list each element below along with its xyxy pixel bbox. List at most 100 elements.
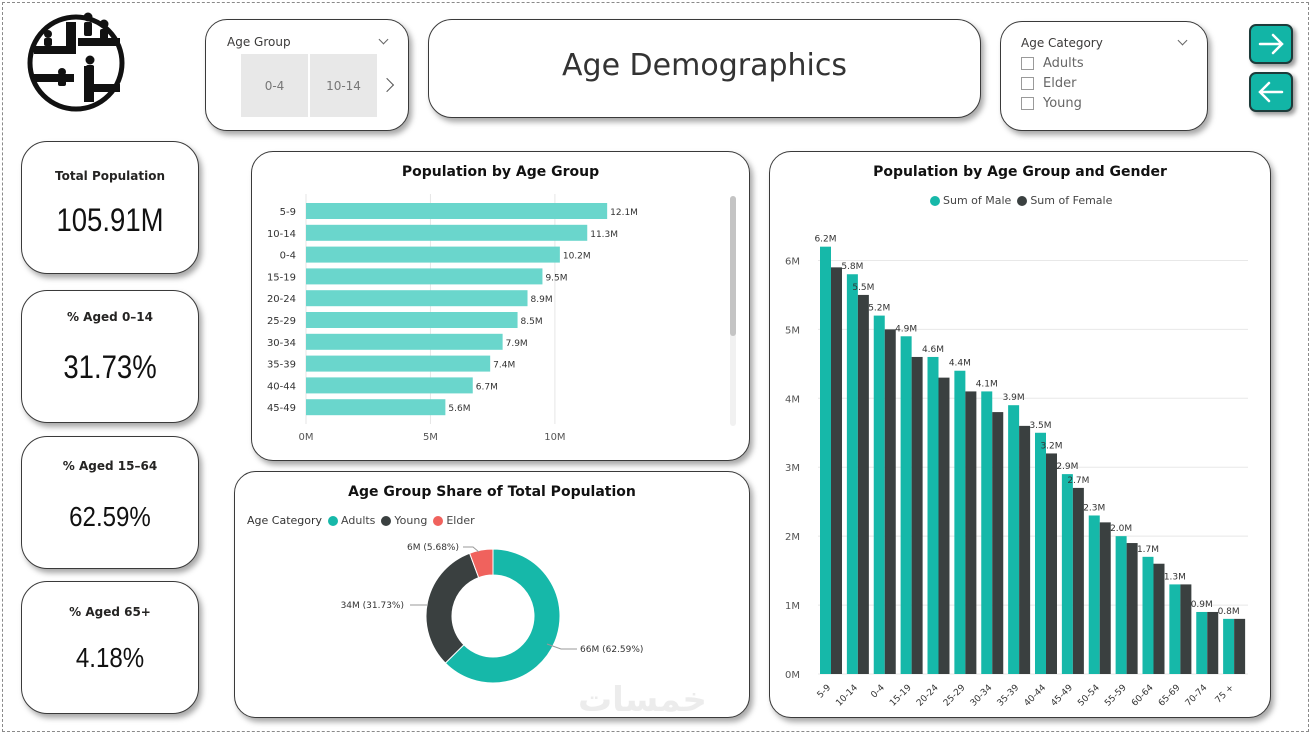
data-label: 4.6M — [922, 345, 944, 355]
bar[interactable] — [306, 333, 503, 350]
data-label: 5.8M — [841, 262, 863, 272]
donut-slice[interactable] — [444, 548, 561, 684]
checkbox-elder[interactable]: Elder — [1021, 76, 1076, 91]
bar[interactable] — [1207, 611, 1219, 674]
arrow-right-icon — [1258, 33, 1284, 55]
bar[interactable] — [306, 399, 446, 416]
bar[interactable] — [306, 377, 473, 394]
bar[interactable] — [873, 315, 885, 674]
bar[interactable] — [831, 267, 842, 674]
people-network-icon — [27, 12, 125, 112]
bar[interactable] — [1046, 453, 1057, 674]
bar[interactable] — [846, 274, 858, 674]
chevron-right-icon[interactable] — [379, 77, 395, 93]
kpi-label: Total Population — [55, 169, 165, 183]
data-label: 1.7M — [1137, 545, 1159, 555]
bar[interactable] — [1234, 618, 1246, 674]
gender-legend: Sum of Male Sum of Female — [930, 194, 1112, 207]
bar[interactable] — [1169, 584, 1181, 674]
x-tick-label: 20-24 — [915, 683, 941, 709]
bar[interactable] — [1115, 536, 1127, 674]
bar[interactable] — [1142, 556, 1154, 674]
age-group-share-chart: Age Group Share of Total Population Age … — [234, 471, 750, 718]
data-label: 7.9M — [506, 339, 528, 349]
checkbox-box[interactable] — [1021, 97, 1034, 110]
data-label: 66M (62.59%) — [580, 645, 643, 655]
y-tick-label: 20-24 — [267, 294, 296, 305]
leader-line — [546, 643, 577, 650]
bar[interactable] — [884, 329, 896, 674]
next-page-button[interactable] — [1249, 24, 1293, 64]
bar[interactable] — [306, 268, 543, 285]
bar[interactable] — [1019, 425, 1031, 674]
bar[interactable] — [900, 336, 912, 674]
back-page-button[interactable] — [1249, 72, 1293, 112]
data-label: 5.5M — [852, 283, 874, 293]
bar[interactable] — [1153, 563, 1165, 674]
bar[interactable] — [1196, 611, 1208, 674]
age-category-slicer[interactable]: Age Category Adults Elder Young — [1000, 21, 1208, 131]
checkbox-young[interactable]: Young — [1021, 96, 1082, 111]
bar[interactable] — [1035, 432, 1046, 674]
legend-dot-male — [930, 195, 940, 206]
y-tick-label: 40-44 — [267, 381, 296, 392]
legend-dot-elder — [433, 515, 444, 526]
checkbox-adults[interactable]: Adults — [1021, 56, 1084, 71]
data-label: 4.4M — [949, 359, 971, 369]
kpi-label: % Aged 15–64 — [62, 459, 158, 473]
age-group-slicer[interactable]: Age Group 0-4 10-14 — [205, 19, 409, 131]
data-label: 5.2M — [868, 304, 890, 314]
chevron-down-icon[interactable] — [1177, 35, 1188, 46]
bar[interactable] — [306, 290, 528, 307]
scrollbar[interactable] — [730, 196, 736, 426]
population-by-gender-chart: Population by Age Group and Gender Sum o… — [769, 151, 1271, 718]
bar[interactable] — [1126, 543, 1138, 674]
chevron-down-icon[interactable] — [378, 34, 389, 45]
bar[interactable] — [911, 356, 923, 674]
x-tick-label: 10-14 — [834, 683, 860, 709]
bar[interactable] — [1008, 405, 1020, 674]
y-tick-label: 30-34 — [267, 338, 296, 349]
x-tick-label: 65-69 — [1157, 683, 1183, 709]
slicer-title: Age Group — [227, 35, 291, 49]
data-label: 2.3M — [1083, 503, 1105, 513]
data-label: 10.2M — [563, 252, 591, 262]
scrollbar-thumb[interactable] — [730, 196, 736, 336]
bar[interactable] — [1088, 515, 1100, 674]
data-label: 6M (5.68%) — [407, 543, 459, 553]
bar[interactable] — [1223, 618, 1235, 674]
population-by-age-group-chart: Population by Age Group 0M 5M 10M 5-9 12.1M 1… — [251, 151, 750, 461]
bar[interactable] — [1180, 584, 1192, 674]
checkbox-box[interactable] — [1021, 57, 1034, 70]
legend-dot-female — [1017, 195, 1028, 206]
age-chip-10-14[interactable]: 10-14 — [310, 54, 377, 117]
bar[interactable] — [306, 312, 518, 328]
age-chip-0-4[interactable]: 0-4 — [241, 54, 308, 117]
y-tick-label: 0-4 — [280, 251, 296, 262]
y-tick-label: 0M — [785, 670, 800, 681]
bar[interactable] — [954, 370, 966, 674]
bar[interactable] — [927, 356, 939, 674]
donut-slice[interactable] — [425, 552, 480, 664]
bar[interactable] — [857, 294, 869, 674]
x-tick-label: 50-54 — [1076, 683, 1102, 709]
bar[interactable] — [306, 246, 560, 263]
bar[interactable] — [1099, 522, 1111, 674]
bar[interactable] — [1072, 487, 1084, 674]
checkbox-box[interactable] — [1021, 77, 1034, 90]
data-label: 0.8M — [1218, 607, 1240, 617]
data-label: 6.2M — [814, 235, 836, 245]
kpi-aged-0-14: % Aged 0–14 31.73% — [21, 290, 199, 423]
data-label: 34M (31.73%) — [341, 601, 404, 611]
y-tick-label: 10-14 — [267, 229, 296, 240]
bar[interactable] — [306, 224, 588, 241]
bar[interactable] — [965, 391, 977, 674]
bar[interactable] — [992, 412, 1004, 674]
bar[interactable] — [938, 377, 950, 674]
bar[interactable] — [1061, 474, 1073, 674]
bar[interactable] — [306, 355, 491, 372]
bar[interactable] — [306, 203, 608, 219]
data-label: 4.1M — [976, 379, 998, 389]
bar[interactable] — [820, 246, 831, 674]
bar[interactable] — [981, 391, 993, 674]
